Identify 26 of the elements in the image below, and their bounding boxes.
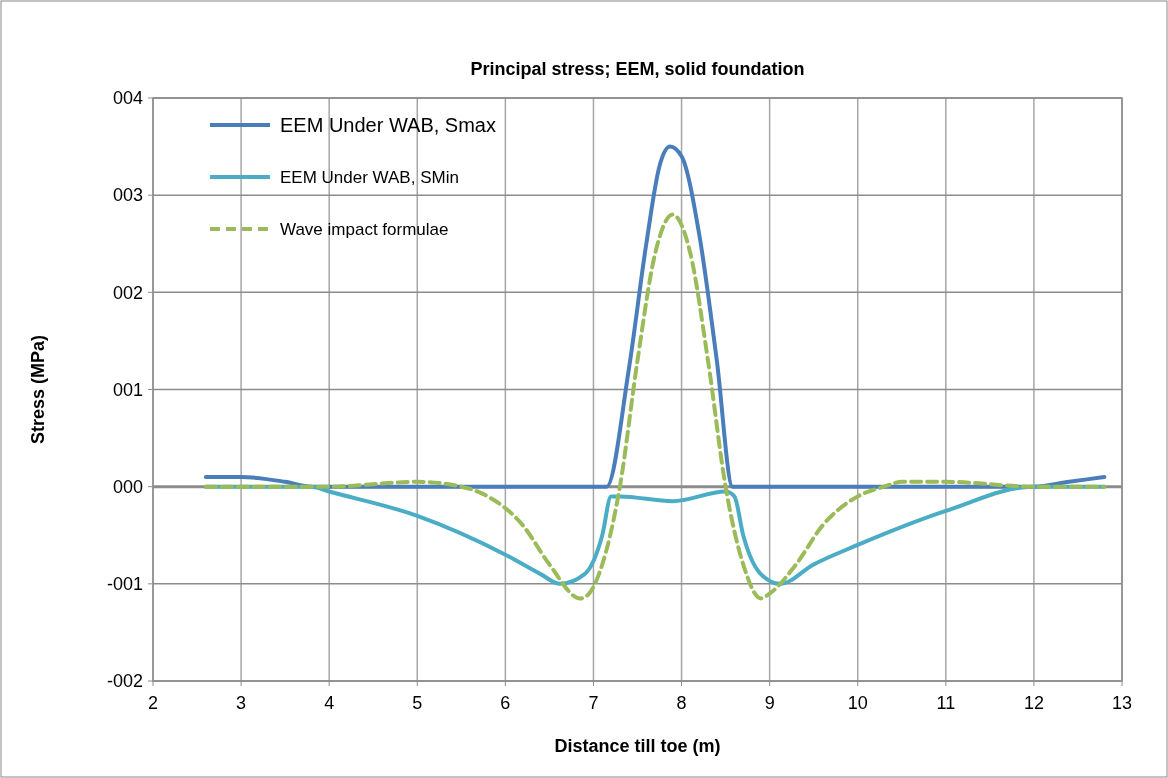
legend-label: EEM Under WAB, SMin bbox=[280, 167, 459, 187]
x-tick-label: 8 bbox=[676, 693, 687, 713]
x-tick-label: 9 bbox=[764, 693, 775, 713]
y-tick-label: 004 bbox=[112, 88, 143, 109]
x-tick-label: 6 bbox=[500, 693, 511, 713]
x-tick-label: 11 bbox=[936, 693, 956, 713]
x-tick-label: 5 bbox=[412, 693, 423, 713]
y-tick-label: 003 bbox=[112, 185, 143, 206]
y-tick-label: 002 bbox=[112, 282, 143, 303]
y-axis-title: Stress (MPa) bbox=[28, 334, 48, 445]
y-tick-label: -002 bbox=[106, 671, 143, 692]
line-series bbox=[203, 212, 1107, 601]
chart-title: Principal stress; EEM, solid foundation bbox=[470, 59, 805, 79]
x-tick-label: 12 bbox=[1023, 693, 1044, 713]
y-tick-label: 000 bbox=[112, 476, 143, 497]
y-tick-label: -001 bbox=[106, 574, 143, 595]
x-tick-label: 7 bbox=[588, 693, 599, 713]
legend-label: EEM Under WAB, Smax bbox=[280, 114, 496, 136]
x-axis-title: Distance till toe (m) bbox=[554, 736, 721, 756]
x-tick-label: 4 bbox=[324, 693, 335, 713]
x-tick-label: 13 bbox=[1111, 693, 1133, 713]
legend-label: Wave impact formulae bbox=[280, 219, 449, 239]
x-tick-label: 2 bbox=[147, 693, 159, 713]
y-tick-label: 001 bbox=[112, 379, 143, 400]
x-tick-label: 10 bbox=[847, 693, 868, 713]
x-tick-label: 3 bbox=[236, 693, 247, 713]
